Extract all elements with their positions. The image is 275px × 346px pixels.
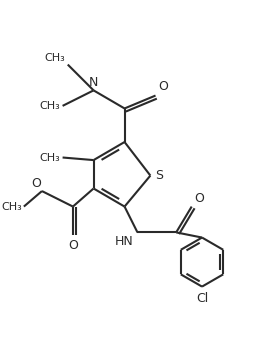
Text: CH₃: CH₃ (45, 53, 65, 63)
Text: S: S (156, 169, 164, 182)
Text: N: N (89, 76, 98, 89)
Text: HN: HN (115, 235, 134, 248)
Text: O: O (31, 177, 41, 190)
Text: CH₃: CH₃ (39, 153, 60, 163)
Text: O: O (158, 80, 168, 93)
Text: O: O (68, 239, 78, 252)
Text: Cl: Cl (196, 292, 208, 305)
Text: CH₃: CH₃ (39, 101, 60, 111)
Text: CH₃: CH₃ (2, 202, 23, 211)
Text: O: O (194, 192, 204, 205)
